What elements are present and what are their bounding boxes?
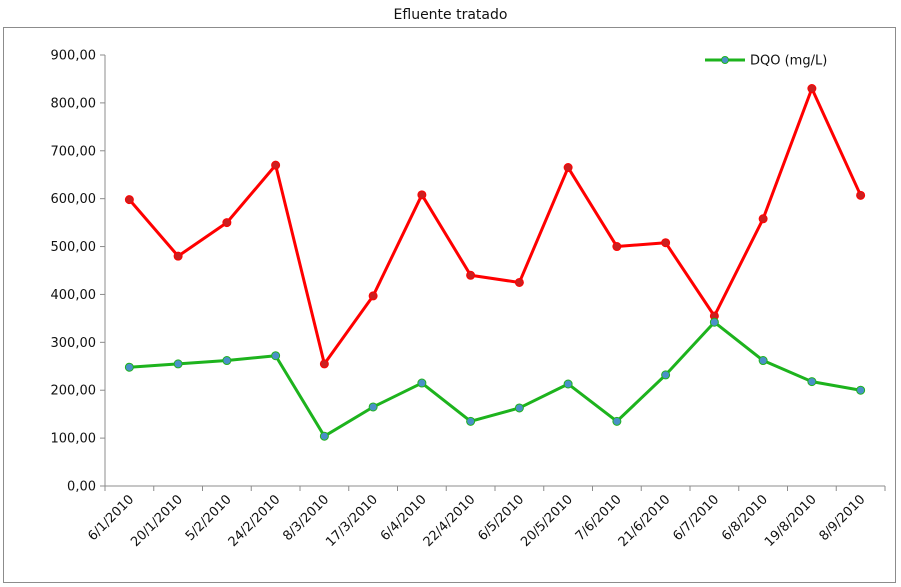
data-point-series-0 — [417, 190, 427, 200]
x-tick-label: 17/3/2010 — [323, 492, 381, 550]
data-point-series-1 — [124, 362, 134, 372]
y-axis-ticks: 0,00 100,00 200,00 300,00 400,00 500,00 600,00… — [51, 49, 105, 495]
x-tick-label: 6/8/2010 — [719, 492, 771, 544]
data-point-series-0 — [856, 190, 866, 200]
x-tick-label: 6/7/2010 — [670, 492, 722, 544]
data-point-series-0 — [466, 270, 476, 280]
data-point-series-1 — [368, 402, 378, 412]
legend-marker-swatch — [721, 56, 729, 64]
data-point-series-1 — [417, 378, 427, 388]
data-point-series-0 — [173, 251, 183, 261]
y-tick-label: 800,00 — [51, 96, 97, 111]
x-tick-label: 20/5/2010 — [518, 492, 576, 550]
data-point-series-1 — [466, 416, 476, 426]
data-point-series-1 — [612, 416, 622, 426]
x-tick-label: 20/1/2010 — [128, 492, 186, 550]
x-tick-label: 24/2/2010 — [226, 492, 284, 550]
data-point-series-0 — [319, 359, 329, 369]
data-point-series-1 — [807, 377, 817, 387]
legend: DQO (mg/L) — [705, 54, 827, 69]
x-tick-label: 8/9/2010 — [817, 492, 869, 544]
y-tick-label: 700,00 — [51, 144, 97, 159]
y-tick-label: 200,00 — [51, 384, 97, 399]
data-point-series-0 — [271, 160, 281, 170]
data-point-series-1 — [271, 351, 281, 361]
chart-frame — [3, 27, 896, 583]
x-tick-label: 22/4/2010 — [421, 492, 479, 550]
data-point-series-0 — [661, 238, 671, 248]
data-point-series-1 — [222, 356, 232, 366]
data-point-series-0 — [368, 291, 378, 301]
data-point-series-1 — [319, 431, 329, 441]
data-point-series-0 — [758, 214, 768, 224]
data-point-series-1 — [709, 317, 719, 327]
data-point-series-1 — [856, 385, 866, 395]
series-line-0 — [128, 87, 862, 366]
x-axis-ticks: 6/1/201020/1/20105/2/201024/2/20108/3/20… — [85, 486, 886, 550]
legend-label: DQO (mg/L) — [750, 54, 827, 69]
data-point-series-1 — [173, 359, 183, 369]
y-tick-label: 500,00 — [51, 240, 97, 255]
data-point-series-1 — [514, 403, 524, 413]
x-tick-label: 19/8/2010 — [762, 492, 820, 550]
x-tick-label: 7/6/2010 — [573, 492, 625, 544]
data-point-series-0 — [514, 277, 524, 287]
x-tick-label: 6/5/2010 — [475, 492, 527, 544]
x-tick-label: 6/1/2010 — [85, 492, 137, 544]
x-tick-label: 5/2/2010 — [183, 492, 235, 544]
data-point-series-0 — [124, 195, 134, 205]
data-point-series-1 — [758, 356, 768, 366]
data-point-series-1 — [563, 379, 573, 389]
x-tick-label: 21/6/2010 — [616, 492, 674, 550]
y-tick-label: 600,00 — [51, 192, 97, 207]
y-tick-label: 400,00 — [51, 288, 97, 303]
x-tick-label: 6/4/2010 — [378, 492, 430, 544]
data-point-series-1 — [661, 370, 671, 380]
y-tick-label: 0,00 — [67, 480, 96, 495]
x-tick-label: 8/3/2010 — [280, 492, 332, 544]
y-tick-label: 900,00 — [51, 49, 97, 64]
series-layer — [124, 84, 866, 441]
data-point-series-0 — [563, 163, 573, 173]
axes — [104, 55, 885, 487]
chart-title: Efluente tratado — [393, 7, 508, 23]
data-point-series-0 — [612, 242, 622, 252]
series-line-1 — [129, 320, 861, 438]
y-tick-label: 300,00 — [51, 336, 97, 351]
data-point-series-0 — [222, 218, 232, 228]
data-point-series-0 — [807, 84, 817, 94]
y-tick-label: 100,00 — [51, 432, 97, 447]
